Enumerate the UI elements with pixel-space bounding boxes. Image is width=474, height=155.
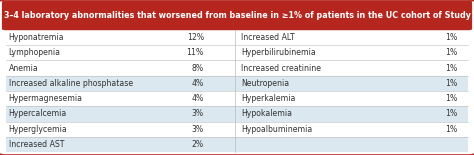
Bar	[235, 106, 468, 122]
Text: Hyponatremia: Hyponatremia	[9, 33, 64, 42]
Bar	[235, 122, 468, 137]
Text: Hypoalbuminemia: Hypoalbuminemia	[241, 125, 312, 134]
Text: 8%: 8%	[191, 64, 204, 73]
Text: Increased alkaline phosphatase: Increased alkaline phosphatase	[9, 79, 133, 88]
Text: 1%: 1%	[445, 109, 457, 118]
Bar	[6, 91, 235, 106]
Text: 1%: 1%	[445, 125, 457, 134]
FancyBboxPatch shape	[2, 1, 472, 30]
Text: 2%: 2%	[191, 140, 204, 149]
Text: 1%: 1%	[445, 94, 457, 103]
Bar	[6, 137, 235, 152]
Bar	[6, 30, 235, 45]
Bar	[6, 45, 235, 60]
Text: 1%: 1%	[445, 79, 457, 88]
Text: Hypokalemia: Hypokalemia	[241, 109, 292, 118]
Text: Hyperbilirubinemia: Hyperbilirubinemia	[241, 48, 316, 57]
Text: 4%: 4%	[191, 79, 204, 88]
Text: Hyperkalemia: Hyperkalemia	[241, 94, 295, 103]
Text: 1%: 1%	[445, 64, 457, 73]
Text: Increased AST: Increased AST	[9, 140, 64, 149]
Text: 1%: 1%	[445, 33, 457, 42]
Text: Increased creatinine: Increased creatinine	[241, 64, 321, 73]
Text: Hypercalcemia: Hypercalcemia	[9, 109, 67, 118]
Bar	[235, 76, 468, 91]
Text: 11%: 11%	[187, 48, 204, 57]
Bar	[6, 106, 235, 122]
Bar	[235, 30, 468, 45]
Bar	[235, 45, 468, 60]
Text: Anemia: Anemia	[9, 64, 38, 73]
Text: 3%: 3%	[191, 109, 204, 118]
Text: Increased ALT: Increased ALT	[241, 33, 294, 42]
Text: 3%: 3%	[191, 125, 204, 134]
Text: Hypermagnesemia: Hypermagnesemia	[9, 94, 82, 103]
Bar	[235, 137, 468, 152]
Text: 4%: 4%	[191, 94, 204, 103]
Text: Hyperglycemia: Hyperglycemia	[9, 125, 67, 134]
Bar	[235, 60, 468, 76]
Text: Neutropenia: Neutropenia	[241, 79, 289, 88]
Bar	[235, 91, 468, 106]
Text: 1%: 1%	[445, 48, 457, 57]
Text: Lymphopenia: Lymphopenia	[9, 48, 61, 57]
Text: 12%: 12%	[187, 33, 204, 42]
Bar	[6, 76, 235, 91]
Bar	[6, 60, 235, 76]
Text: Grade 3–4 laboratory abnormalities that worsened from baseline in ≥1% of patient: Grade 3–4 laboratory abnormalities that …	[0, 11, 474, 20]
Bar	[6, 122, 235, 137]
